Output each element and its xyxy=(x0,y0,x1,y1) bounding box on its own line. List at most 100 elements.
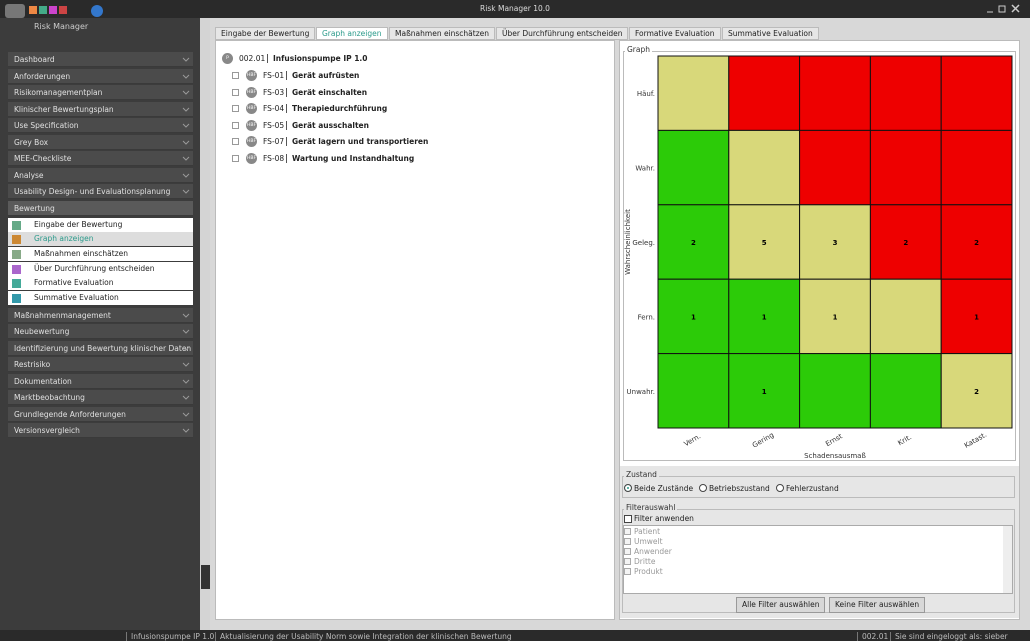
tab[interactable]: Maßnahmen einschätzen xyxy=(389,27,496,40)
group-box xyxy=(622,476,1015,498)
node-id[interactable]: FS-04 xyxy=(263,104,285,113)
matrix-cell xyxy=(799,129,871,206)
matrix-cell xyxy=(940,278,1013,355)
matrix-cell xyxy=(799,353,871,429)
sidebar-item[interactable]: Neubewertung xyxy=(8,324,193,340)
cell-count: 2 xyxy=(691,239,696,247)
sidebar-item[interactable]: Anforderungen xyxy=(8,68,193,84)
sidebar-item[interactable]: MEE-Checkliste xyxy=(8,151,193,166)
expand-toggle[interactable] xyxy=(232,121,239,129)
status-project: Infusionspumpe IP 1.0 xyxy=(126,632,214,641)
radio-button[interactable] xyxy=(699,484,707,492)
matrix-cell xyxy=(940,129,1013,206)
tab[interactable]: Über Durchführung entscheiden xyxy=(496,27,629,40)
sidebar-item[interactable]: Restrisiko xyxy=(8,357,193,373)
filter-checkbox[interactable] xyxy=(624,528,631,535)
item-icon xyxy=(12,264,21,274)
sidebar-item[interactable]: Analyse xyxy=(8,167,193,183)
sidebar-item[interactable]: Identifizierung und Bewertung klinischer… xyxy=(8,340,193,356)
app-name: Risk Manager xyxy=(34,22,89,31)
checkbox-label[interactable]: Filter anwenden xyxy=(634,514,694,523)
sidebar-item[interactable]: Marktbeobachtung xyxy=(8,390,193,406)
tab[interactable]: Eingabe der Bewertung xyxy=(215,27,316,40)
node-id[interactable]: FS-05 xyxy=(263,120,285,130)
sidebar-item[interactable]: Risikomanagementplan xyxy=(8,85,193,100)
sidebar-subitem[interactable]: Formative Evaluation xyxy=(8,276,193,291)
radio-label[interactable]: Fehlerzustand xyxy=(786,484,839,493)
sidebar-subitem[interactable]: Über Durchführung entscheiden xyxy=(8,261,193,276)
node-id[interactable]: FS-03 xyxy=(263,87,285,97)
filter-item[interactable]: Anwender xyxy=(634,547,672,556)
matrix-cell xyxy=(657,129,730,206)
matrix-cell xyxy=(940,204,1013,280)
expand-toggle[interactable] xyxy=(232,138,239,145)
cell-count: 1 xyxy=(974,313,979,321)
node-id[interactable]: FS-01 xyxy=(263,71,285,80)
expand-toggle[interactable] xyxy=(232,72,239,79)
tab[interactable]: Summative Evaluation xyxy=(722,27,819,40)
chevron xyxy=(182,140,190,145)
matrix-cell xyxy=(799,55,871,131)
button[interactable]: Alle Filter auswählen xyxy=(736,597,826,613)
sidebar-item[interactable]: Bewertung xyxy=(8,200,193,216)
column-label: Katast. xyxy=(963,431,988,450)
chevron xyxy=(182,57,190,62)
sidebar-item[interactable]: Grey Box xyxy=(8,134,193,150)
sidebar-collapse[interactable] xyxy=(201,565,210,589)
sidebar-item[interactable]: Use Specification xyxy=(8,118,193,133)
node-id[interactable]: 002.01 xyxy=(239,54,266,63)
chevron xyxy=(182,74,190,79)
cell-count: 2 xyxy=(974,388,979,396)
filter-checkbox[interactable] xyxy=(624,568,631,575)
filter-checkbox[interactable] xyxy=(624,558,631,565)
tab[interactable]: Graph anzeigen xyxy=(316,27,388,40)
column-label: Krit. xyxy=(897,433,913,447)
title-bar xyxy=(0,0,1030,18)
sidebar-item[interactable]: Usability Design- und Evaluationsplanung xyxy=(8,184,193,199)
node-label[interactable]: Therapiedurchführung xyxy=(292,104,388,113)
sidebar-subitem[interactable]: Eingabe der Bewertung xyxy=(8,217,193,232)
button[interactable]: Keine Filter auswählen xyxy=(829,597,926,613)
cell-count: 1 xyxy=(691,313,696,321)
node-label[interactable]: Infusionspumpe IP 1.0 xyxy=(273,54,368,63)
expand-toggle[interactable] xyxy=(232,154,239,162)
node-id[interactable]: FS-07 xyxy=(263,137,285,146)
filter-item[interactable]: Produkt xyxy=(634,567,663,576)
filter-checkbox[interactable] xyxy=(624,548,631,555)
node-label[interactable]: Gerät einschalten xyxy=(292,87,368,97)
sidebar-item[interactable]: Versionsvergleich xyxy=(8,423,193,439)
filter-item[interactable]: Patient xyxy=(634,527,661,536)
sidebar-item[interactable]: Maßnahmenmanagement xyxy=(8,307,193,323)
radio-label[interactable]: Beide Zustände xyxy=(634,484,694,493)
sidebar-item[interactable]: Dashboard xyxy=(8,52,193,67)
sidebar-subitem[interactable]: Summative Evaluation xyxy=(8,291,193,305)
radio-label[interactable]: Betriebszustand xyxy=(709,484,770,493)
chevron-path xyxy=(182,140,190,145)
chevron xyxy=(182,313,190,318)
sidebar-item[interactable]: Dokumentation xyxy=(8,373,193,389)
chevron xyxy=(182,123,190,128)
node-label[interactable]: Gerät lagern und transportieren xyxy=(292,137,429,146)
node-label[interactable]: Gerät aufrüsten xyxy=(292,71,360,80)
filter-item[interactable]: Umwelt xyxy=(634,537,663,546)
checkbox[interactable] xyxy=(624,515,632,523)
sidebar-item[interactable]: Grundlegende Anforderungen xyxy=(8,406,193,422)
radio-button[interactable] xyxy=(776,484,784,492)
filter-checkbox[interactable] xyxy=(624,538,631,545)
expand-toggle[interactable] xyxy=(232,105,239,112)
radio-button[interactable] xyxy=(624,484,632,492)
node-label[interactable]: Wartung und Instandhaltung xyxy=(292,153,415,163)
expand-toggle[interactable] xyxy=(232,88,239,96)
matrix-cell xyxy=(728,204,801,280)
sidebar-subitem[interactable]: Graph anzeigen xyxy=(8,232,193,247)
node-label[interactable]: Gerät ausschalten xyxy=(292,120,369,130)
status-version: 002.01 xyxy=(857,632,888,641)
item-icon xyxy=(12,220,21,230)
tab[interactable]: Formative Evaluation xyxy=(629,27,721,40)
sidebar-item[interactable]: Klinischer Bewertungsplan xyxy=(8,101,193,117)
node-id[interactable]: FS-08 xyxy=(263,153,285,163)
sidebar-subitem[interactable]: Maßnahmen einschätzen xyxy=(8,246,193,261)
filter-item[interactable]: Dritte xyxy=(634,557,656,566)
window-controls[interactable] xyxy=(985,4,1025,14)
